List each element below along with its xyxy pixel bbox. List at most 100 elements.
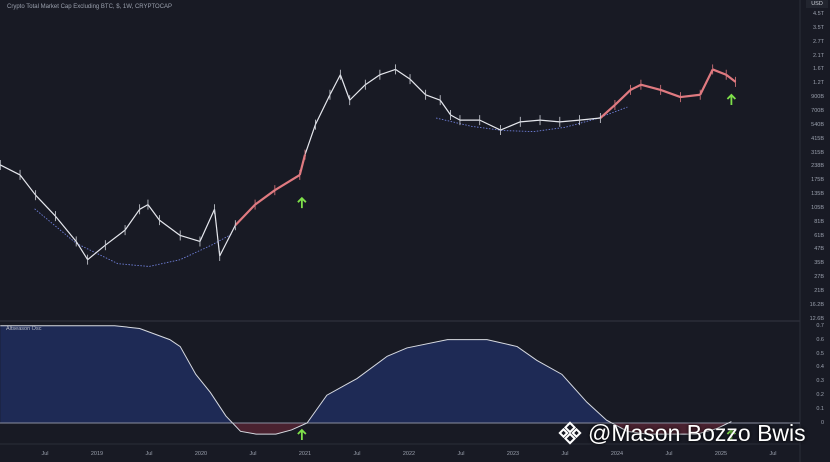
price-line-segment [274, 173, 301, 192]
price-line-segment [500, 121, 521, 131]
oscillator-line [0, 325, 732, 435]
price-axis-tick: 21B [814, 288, 824, 294]
price-line-segment [425, 94, 441, 101]
price-pane [0, 0, 800, 320]
price-axis-tick: 1.6T [812, 66, 824, 73]
price-axis-tick: 16.2B [809, 301, 824, 308]
price-line-segment [19, 174, 37, 196]
price-line-segment [599, 104, 616, 119]
price-axis-tick: 81B [814, 218, 824, 225]
price-line-segment [304, 124, 316, 155]
oscillator-axis-tick: 0.6 [816, 336, 824, 343]
price-line-segment [439, 99, 452, 116]
price-axis-tick: 2.1T [812, 52, 824, 59]
time-axis-tick: Jul [249, 451, 257, 457]
currency-label[interactable]: USD [806, 0, 828, 8]
time-axis-tick: 2022 [402, 451, 416, 457]
price-line-segment [630, 83, 642, 91]
price-axis-tick: 61B [814, 232, 824, 239]
oscillator-axis-tick: 0.1 [816, 406, 824, 413]
price-axis-tick: 540B [811, 121, 824, 128]
price-line-segment [213, 209, 221, 257]
price-line-segment [349, 84, 366, 101]
price-line-segment [379, 68, 396, 76]
price-axis-tick: 47B [814, 246, 824, 253]
time-axis-tick: 2019 [90, 451, 104, 457]
price-line-segment [660, 88, 681, 99]
price-axis-tick: 105B [811, 204, 824, 211]
time-axis-tick: Jul [561, 451, 569, 457]
price-axis-tick: 27B [814, 274, 824, 281]
price-line-segment [395, 68, 411, 80]
price-line-segment [54, 215, 77, 242]
price-line-segment [219, 224, 236, 257]
time-axis-tick: Jul [353, 451, 361, 457]
time-axis-tick: 2020 [194, 451, 208, 457]
price-line-segment [339, 74, 351, 101]
oscillator-positive-area [0, 325, 732, 423]
oscillator-label: Altseason Osc [6, 326, 42, 332]
price-line-segment [35, 194, 56, 217]
price-line-segment [409, 78, 427, 96]
price-line-segment [680, 93, 701, 99]
price-line-segment [479, 119, 501, 131]
time-axis-tick: 2023 [506, 451, 520, 457]
price-axis-tick: 1.2T [812, 80, 824, 87]
time-axis-tick: Jul [665, 451, 673, 457]
time-axis-tick: Jul [41, 451, 49, 457]
price-line-segment [75, 241, 89, 260]
price-line-segment [104, 229, 126, 246]
price-line-segment [699, 68, 714, 96]
price-axis-tick: 135B [811, 191, 824, 198]
signal-up-arrow-icon [726, 93, 737, 105]
binance-logo-icon [558, 421, 582, 445]
watermark-text: @Mason Bozzo Bwis [588, 420, 806, 446]
price-axis-tick: 175B [811, 177, 824, 184]
price-axis-tick: 238B [811, 163, 824, 170]
signal-up-arrow-icon [297, 196, 307, 209]
price-line-segment [539, 119, 560, 123]
price-line-segment [314, 94, 331, 125]
oscillator-axis-tick: 0 [820, 420, 824, 426]
watermark: @Mason Bozzo Bwis [558, 421, 806, 445]
price-line-segment [329, 74, 341, 96]
price-line-segment [234, 203, 256, 226]
price-line-segment [579, 117, 601, 121]
price-axis-tick: 700B [811, 107, 824, 114]
oscillator-up-arrow-icon [297, 428, 307, 440]
price-line-segment [199, 209, 216, 242]
price-line-segment [559, 119, 580, 123]
price-line-segment [139, 204, 149, 210]
price-line-segment [640, 83, 661, 91]
time-axis-tick: Jul [457, 451, 465, 457]
time-axis-tick: 2025 [714, 451, 728, 457]
price-axis-tick: 415B [811, 135, 824, 142]
price-line-segment [364, 74, 381, 86]
time-axis-tick: Jul [769, 451, 777, 457]
time-axis-tick: Jul [145, 451, 153, 457]
price-axis-tick: 35B [814, 260, 824, 267]
price-line-segment [450, 114, 461, 121]
price-axis-tick: 12.6B [809, 315, 824, 322]
price-axis-tick: 900B [811, 94, 824, 101]
oscillator-up-arrow-icon [726, 428, 737, 440]
time-axis-tick: 2021 [298, 451, 312, 457]
oscillator-axis-tick: 0.5 [816, 350, 824, 357]
price-line-segment [614, 89, 632, 106]
price-line-segment [147, 204, 160, 221]
price-axis-tick: 3.5T [812, 24, 824, 31]
price-line-segment [254, 189, 276, 206]
oscillator-axis-tick: 0.7 [816, 322, 824, 329]
price-line-segment [180, 234, 201, 243]
price-axis-tick: 315B [811, 149, 824, 156]
price-axis-tick: 4.5T [812, 11, 824, 17]
price-line-segment [159, 219, 181, 236]
oscillator-axis-tick: 0.4 [816, 364, 824, 371]
price-line-segment [87, 244, 106, 261]
price-line-segment [520, 119, 541, 123]
price-line-segment [298, 154, 307, 176]
time-axis-tick: 2024 [610, 451, 624, 457]
price-line-segment [124, 208, 141, 231]
